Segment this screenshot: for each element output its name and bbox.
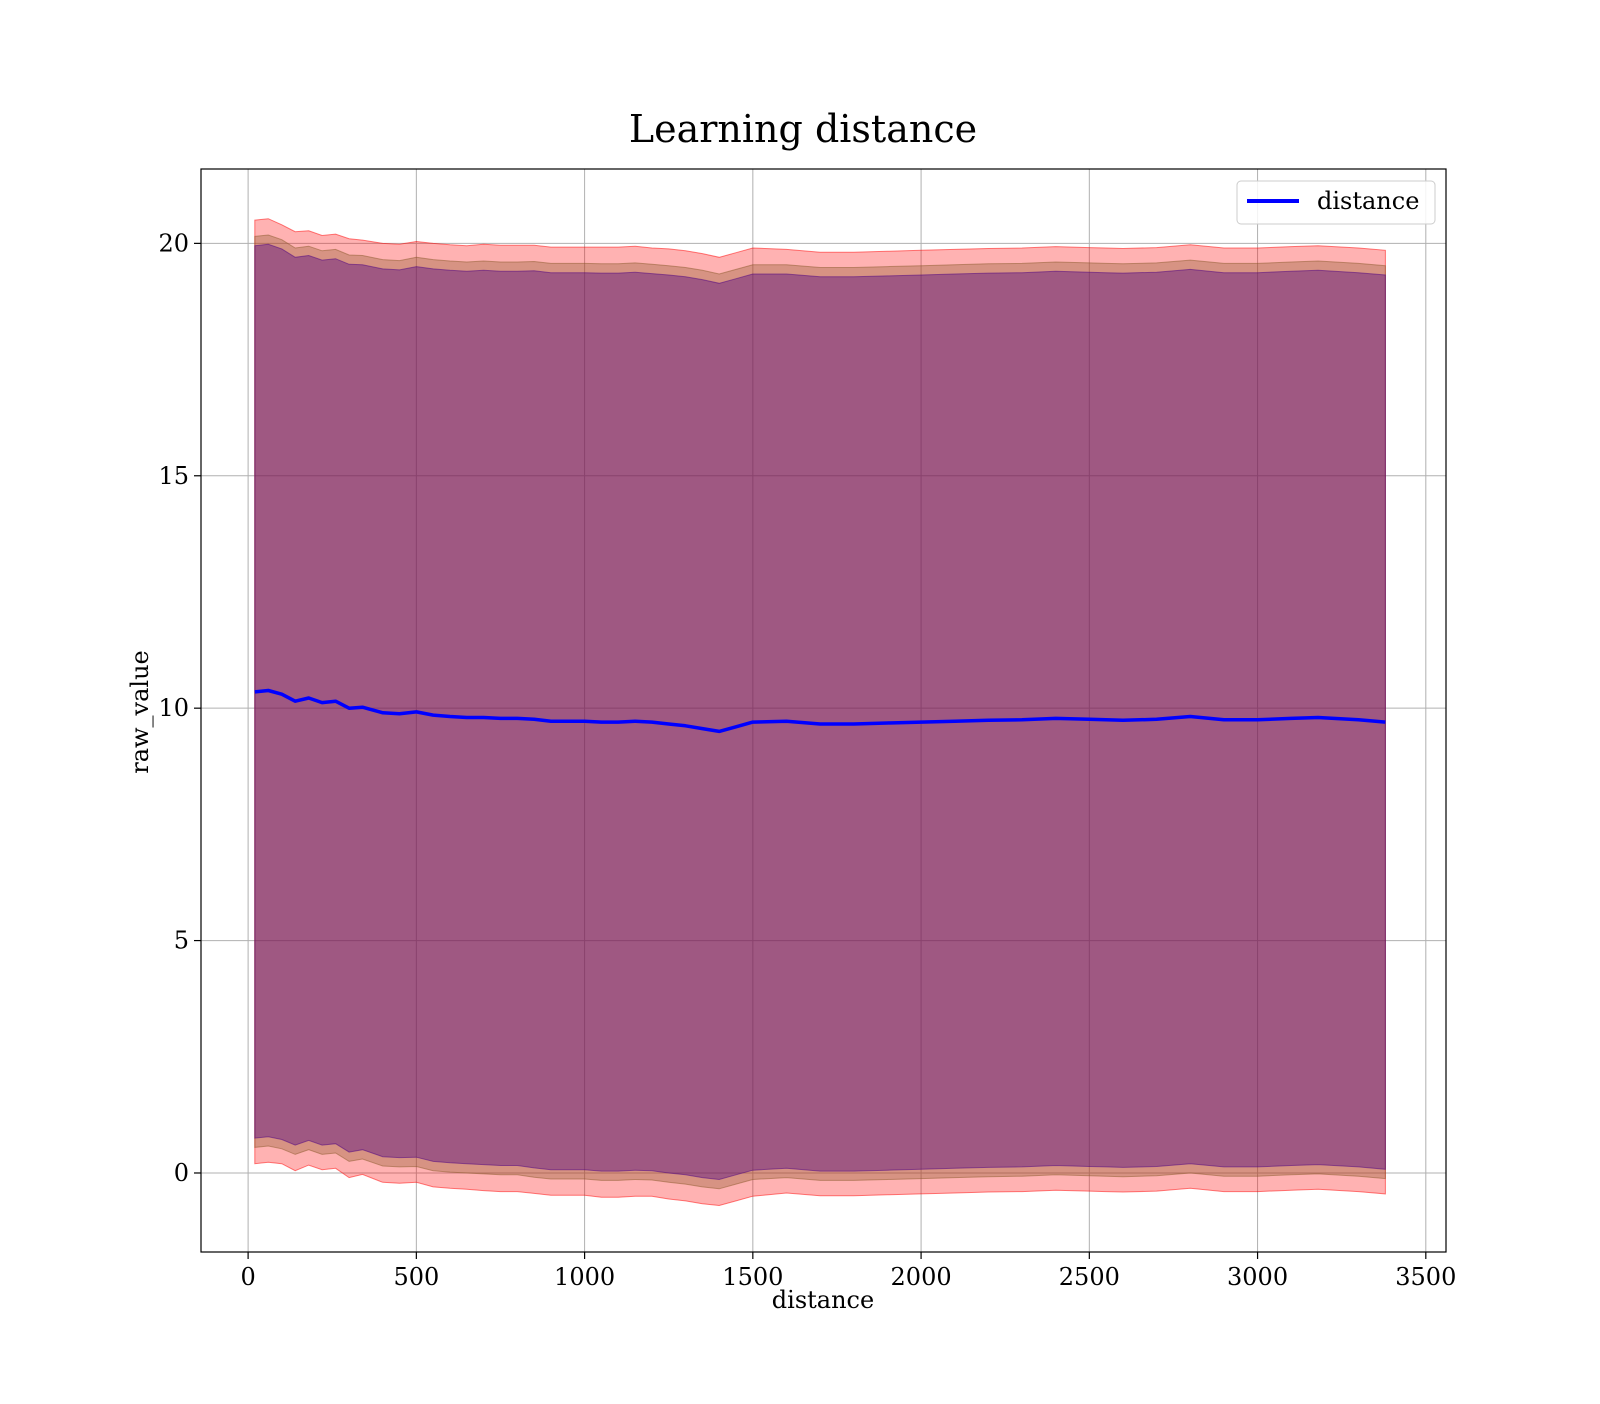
x-tick-label: 0 — [240, 1263, 255, 1291]
band-middle — [254, 234, 1386, 1190]
confidence-bands — [254, 218, 1386, 1207]
y-axis-ticks: 0 5 10 15 20 — [158, 229, 201, 1187]
plot-frame — [200, 168, 1447, 1253]
x-tick-label: 500 — [393, 1263, 439, 1291]
x-tick-label: 1000 — [554, 1263, 615, 1291]
x-tick-label: 2500 — [1059, 1263, 1120, 1291]
series-layer — [254, 688, 1386, 734]
x-tick-label: 3500 — [1395, 1263, 1456, 1291]
legend-label-distance: distance — [1317, 187, 1419, 215]
series-line-distance — [254, 688, 1386, 734]
x-tick-label: 2000 — [891, 1263, 952, 1291]
y-tick-label: 15 — [158, 462, 189, 490]
y-tick-label: 5 — [174, 927, 189, 955]
y-axis-label: raw_value — [126, 650, 154, 774]
legend: distance — [1236, 180, 1436, 225]
y-tick-label: 20 — [158, 229, 189, 257]
band-inner — [254, 243, 1386, 1181]
x-axis-label: distance — [772, 1286, 874, 1314]
band-outer — [254, 218, 1386, 1207]
x-tick-label: 1500 — [722, 1263, 783, 1291]
legend-box — [1236, 180, 1436, 225]
grid-layer — [201, 169, 1446, 1252]
x-axis-ticks: 0 500 1000 1500 2000 2500 3000 3500 — [240, 1252, 1456, 1291]
y-tick-label: 0 — [174, 1159, 189, 1187]
chart-title: Learning distance — [629, 107, 977, 151]
y-tick-label: 10 — [158, 694, 189, 722]
x-tick-label: 3000 — [1227, 1263, 1288, 1291]
